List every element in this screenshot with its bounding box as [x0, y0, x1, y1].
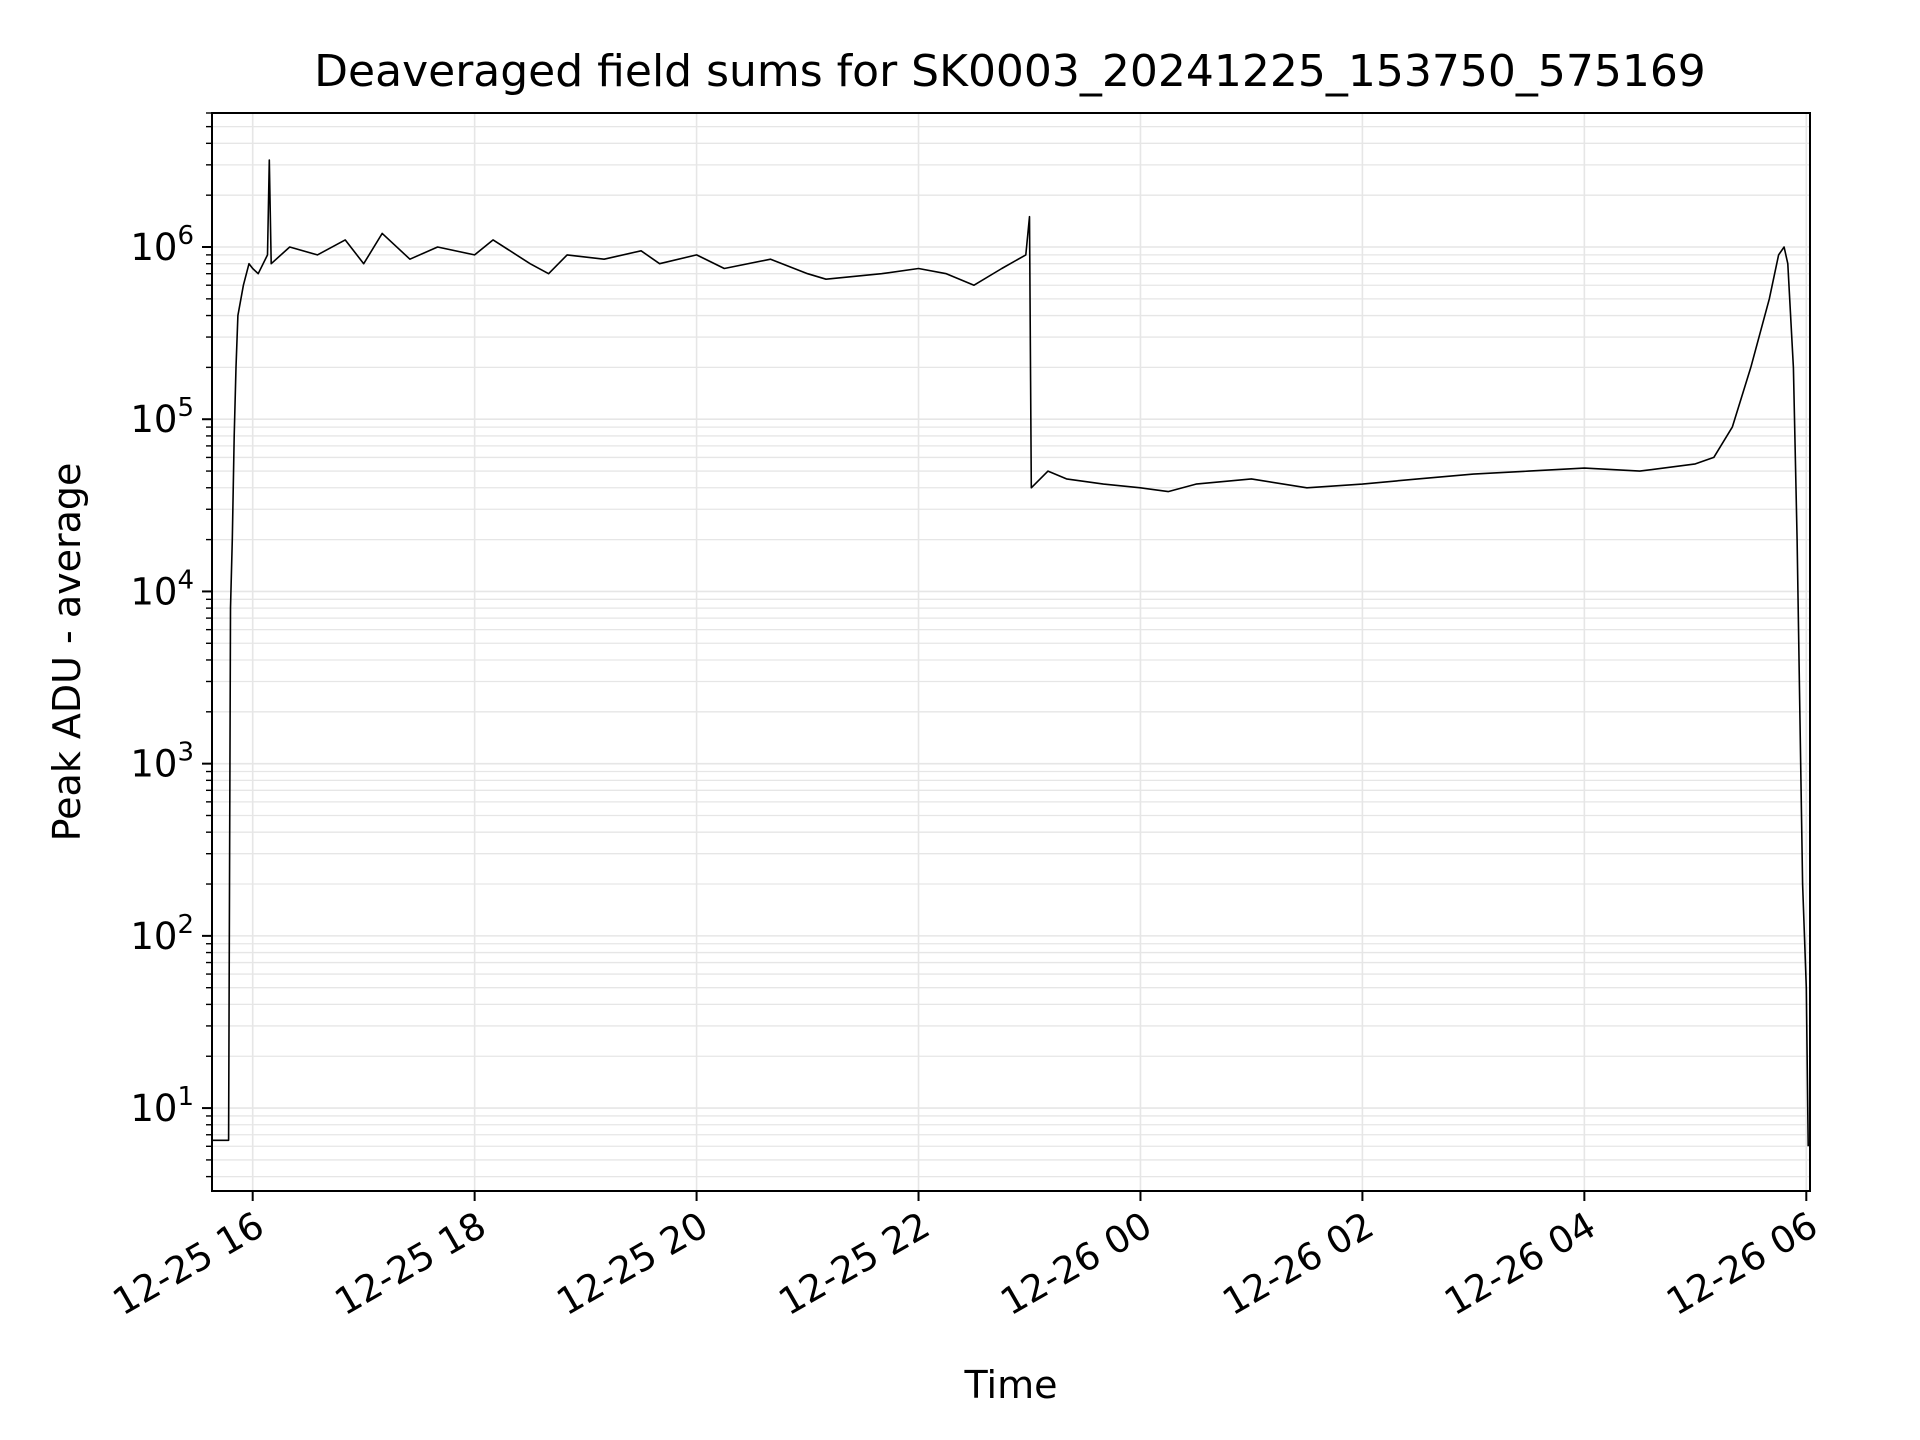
y-axis: 101 102 103 104 105 106	[130, 112, 212, 1178]
y-tick-label: 102	[130, 910, 194, 958]
chart-title: Deaveraged field sums for SK0003_2024122…	[314, 46, 1706, 97]
y-tick-label: 106	[130, 221, 194, 269]
x-tick-label: 12-26 02	[1215, 1204, 1381, 1324]
x-tick-label: 12-25 18	[328, 1204, 494, 1324]
y-tick-label: 104	[130, 565, 194, 613]
x-tick-label: 12-26 00	[993, 1204, 1159, 1324]
x-tick-label: 12-26 06	[1659, 1204, 1825, 1324]
x-tick-label: 12-26 04	[1437, 1204, 1603, 1324]
y-tick-label: 101	[130, 1082, 194, 1130]
x-axis: 12-25 16 12-25 18 12-25 20 12-25 22 12-26 00…	[106, 1191, 1825, 1324]
plot-frame	[211, 112, 1811, 1192]
grid	[212, 112, 1810, 1191]
y-tick-label: 105	[130, 393, 194, 441]
y-tick-label: 103	[130, 738, 194, 786]
series-line	[212, 159, 1809, 1147]
x-tick-label: 12-25 16	[106, 1204, 272, 1324]
x-axis-label: Time	[964, 1363, 1058, 1407]
x-tick-label: 12-25 22	[771, 1204, 937, 1324]
data-series	[212, 159, 1809, 1147]
y-axis-label: Peak ADU - average	[45, 463, 89, 842]
x-tick-label: 12-25 20	[550, 1204, 716, 1324]
